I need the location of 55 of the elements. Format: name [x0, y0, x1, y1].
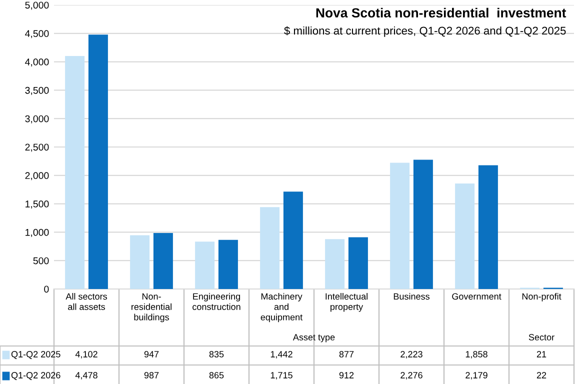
bar: [283, 192, 303, 289]
data-label: 865: [209, 372, 224, 378]
text: Asset type: [292, 334, 335, 342]
x-tick-label: All sectors all assets: [66, 293, 107, 310]
bar: [195, 242, 215, 289]
data-label: 987: [144, 372, 159, 378]
bar: [88, 34, 108, 289]
data-label: 22: [536, 372, 546, 378]
data-label: 2,276: [400, 372, 422, 380]
y-tick-label: 3,000: [25, 115, 49, 124]
data-label: 1,858: [466, 351, 488, 358]
y-tick-label: 2,500: [25, 144, 49, 152]
data-label: 21: [536, 351, 546, 358]
data-label: 912: [339, 372, 354, 378]
y-tick-label: 5,000: [25, 2, 49, 10]
y-tick-label: 3,500: [25, 86, 49, 95]
bar: [348, 237, 368, 289]
x-tick-label: Non- residential buildings: [132, 293, 172, 322]
y-tick-label: 4,500: [25, 30, 49, 38]
data-label: 4,478: [75, 372, 98, 380]
bar: [390, 162, 410, 289]
bar: [455, 183, 475, 289]
data-label: 2,223: [400, 351, 422, 358]
x-tick-label: Government: [452, 293, 502, 300]
x-tick-label: Engineering construction: [192, 293, 240, 310]
bar: [260, 207, 280, 289]
bar: [65, 56, 85, 289]
x-tick-label: Intellectual property: [326, 293, 368, 312]
bar: [478, 165, 498, 289]
legend-label: Q1-Q2 2026: [11, 372, 60, 380]
bar: [153, 232, 173, 289]
bar: [218, 240, 238, 289]
y-tick-label: 2,000: [25, 172, 49, 180]
y-tick-label: 500: [33, 257, 49, 264]
data-label: 2,179: [466, 372, 488, 380]
x-tick-label: Non-profit: [522, 293, 562, 302]
y-tick-label: 1,000: [26, 228, 49, 237]
data-label: 947: [144, 351, 159, 358]
x-tick-label: Business: [394, 293, 430, 300]
bar: [130, 235, 150, 289]
data-label: 1,442: [270, 351, 292, 358]
x-tick-label: Machinery and equipment: [260, 293, 303, 322]
legend-label: Q1-Q2 2025: [11, 351, 60, 360]
bar: [325, 239, 345, 289]
y-tick-label: 0: [44, 286, 49, 293]
y-tick-label: 1,500: [26, 200, 49, 209]
data-label: 1,715: [270, 372, 292, 380]
data-label: 877: [339, 351, 354, 358]
data-label: 835: [209, 351, 224, 358]
text: $ millions at current prices, Q1-Q2 2026 and Q1-Q2 2025: [284, 26, 566, 37]
y-tick-label: 4,000: [25, 58, 49, 67]
bar: [413, 160, 433, 289]
data-label: 4,102: [75, 351, 98, 358]
text: Sector: [528, 334, 554, 340]
chart-title: Nova Scotia non-residential investment: [316, 8, 566, 18]
